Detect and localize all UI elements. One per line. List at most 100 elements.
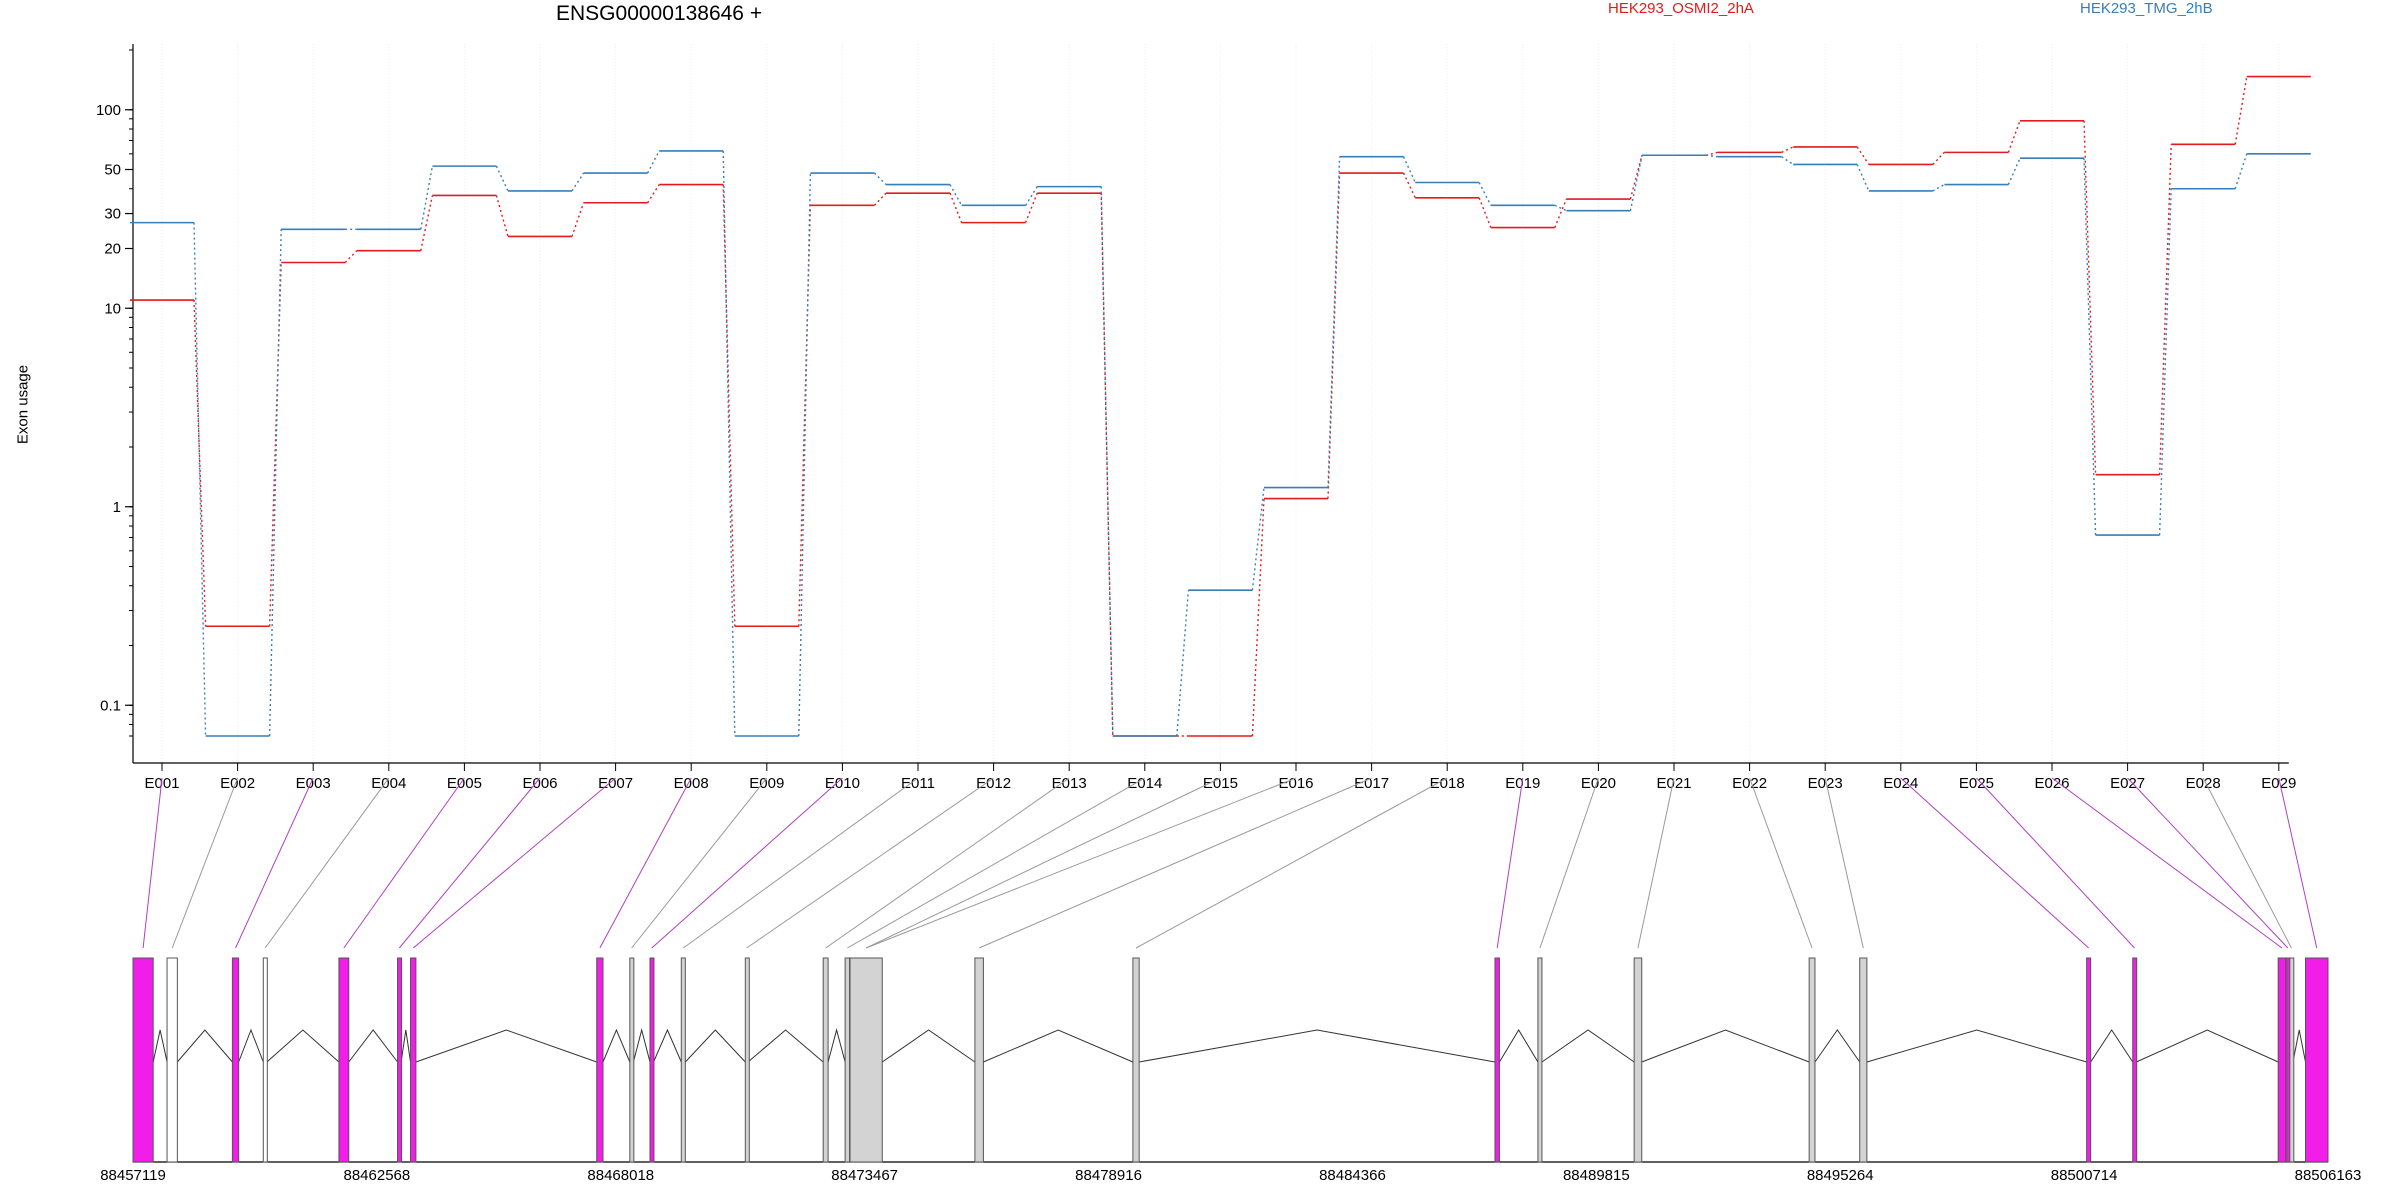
series-connector [722,150,736,737]
x-tick-label: E012 [976,775,1011,792]
x-tick-label: E003 [296,775,331,792]
x-tick-label: E015 [1203,775,1238,792]
series-connector [1100,186,1114,737]
exon-connector [2127,777,2289,949]
exon-connector [2278,777,2318,949]
x-tick-label: E019 [1505,775,1540,792]
genome-coordinate-label: 88462568 [344,1167,411,1184]
exon-connector [142,777,163,949]
gene-title: ENSG00000138646 + [556,2,763,25]
exon-box [1859,957,1868,1163]
x-tick-label: E024 [1883,775,1918,792]
genome-coordinate-label: 88500714 [2051,1167,2118,1184]
exon-box [649,957,655,1163]
exon-box [262,957,268,1163]
intron-line [176,1029,233,1063]
series-connector [1402,156,1416,183]
intron-line [266,1029,340,1063]
x-tick-label: E027 [2110,775,2145,792]
exon-box [132,957,154,1163]
series-connector [722,184,736,627]
x-tick-label: E020 [1581,775,1616,792]
genome-coordinate-label: 88495264 [1807,1167,1874,1184]
exon-connector [2051,777,2283,949]
exon-box [166,957,178,1163]
exon-connector [2202,777,2292,949]
intron-line [653,1028,682,1063]
x-tick-label: E006 [522,775,557,792]
x-tick-label: E005 [447,775,482,792]
intron-line [1139,1029,1496,1063]
exon-box [680,957,686,1163]
x-tick-label: E028 [2186,775,2221,792]
exon-box [1132,957,1140,1163]
series-connector [1629,155,1643,200]
exon-connector [235,777,314,949]
genome-coordinate-label: 88457119 [100,1167,166,1184]
exon-connector [1976,777,2135,949]
intron-line [1541,1029,1635,1063]
exon-connector [1496,777,1524,949]
exon-box [1494,957,1500,1163]
intron-line [2136,1029,2279,1063]
series-connector [2007,157,2021,185]
intron-line [238,1028,264,1063]
intron-line [2090,1029,2134,1063]
series-connector [2083,120,2097,475]
series-connector [2158,188,2172,536]
x-tick-label: E009 [749,775,784,792]
intron-line [152,1029,168,1063]
y-tick-label: 0.1 [100,697,121,714]
intron-line [2292,1029,2306,1063]
exon-box [231,957,240,1163]
intron-line [1499,1029,1539,1063]
series-connector [873,192,887,206]
series-connector [1478,182,1492,206]
exon-box [410,957,417,1163]
exon-box [844,957,851,1163]
series-connector [647,184,660,204]
series-connector [1781,156,1794,166]
series-connector [646,150,660,174]
x-tick-label: E025 [1959,775,1994,792]
series-connector [2158,144,2172,475]
series-connector [1932,183,1945,192]
intron-line [632,1028,651,1063]
y-tick-label: 20 [104,240,121,257]
intron-line [602,1028,631,1063]
exon-connector [865,777,1221,949]
x-tick-label: E016 [1278,775,1313,792]
y-tick-label: 100 [96,102,121,119]
exon-connector [847,777,1146,949]
series-connector [1251,487,1265,591]
exon-connector [1900,777,2089,949]
intron-line [400,1029,412,1063]
exon-connector [264,777,390,949]
intron-line [1814,1029,1861,1063]
series-connector [1856,164,1870,192]
series-connector [798,205,812,627]
exon-connector [1749,777,1813,949]
intron-line [684,1029,746,1063]
legend-series-tmg: HEK293_TMG_2hB [2080,0,2213,17]
series-connector [1554,204,1567,212]
exon-connector [1539,777,1599,949]
series-connector [1554,198,1568,228]
series-connector [2083,158,2097,536]
series-connector [1100,193,1114,737]
x-tick-label: E022 [1732,775,1767,792]
y-tick-label: 50 [104,162,121,179]
exon-box [2277,957,2287,1163]
genome-coordinate-label: 88506163 [2295,1167,2362,1184]
x-tick-label: E004 [371,775,406,792]
x-tick-label: E002 [220,775,255,792]
series-connector [1705,154,1718,158]
intron-line [1641,1029,1810,1063]
exon-connector [599,777,692,949]
y-tick-label: 1 [113,499,121,516]
series-connector [1478,197,1492,228]
exon-box [2086,957,2092,1163]
series-connector [193,222,207,737]
y-tick-label: 30 [104,206,121,223]
